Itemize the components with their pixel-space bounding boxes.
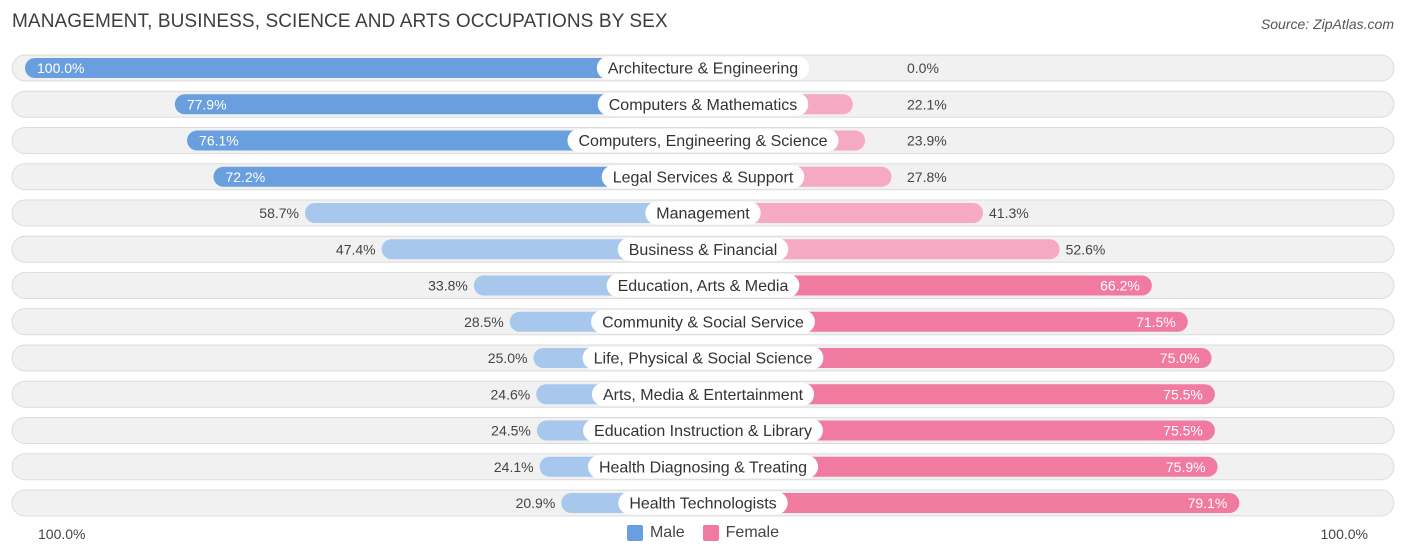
male-value-label: 33.8% [428, 278, 468, 294]
category-label-pill [617, 237, 789, 261]
male-value-label: 77.9% [187, 96, 227, 112]
male-bar [25, 58, 703, 78]
male-bar [174, 94, 703, 115]
female-value-label: 75.5% [1163, 386, 1203, 402]
male-value-label: 24.1% [494, 459, 534, 475]
category-label: Arts, Media & Entertainment [603, 387, 804, 404]
category-label: Education Instruction & Library [594, 423, 812, 440]
category-label-pill [596, 56, 810, 80]
female-bar [703, 456, 1218, 477]
female-bar [703, 203, 984, 223]
male-value-label: 20.9% [516, 495, 556, 511]
female-bar [703, 384, 1215, 405]
category-label: Business & Financial [629, 242, 778, 259]
female-bar [703, 493, 1240, 513]
female-value-label: 66.2% [1100, 278, 1140, 294]
source-label: Source: ZipAtlas.com [1260, 16, 1394, 32]
male-value-label: 28.5% [464, 314, 504, 330]
female-value-label: 0.0% [907, 60, 939, 76]
female-bar [703, 420, 1215, 441]
male-bar [213, 166, 703, 187]
male-value-label: 47.4% [336, 241, 376, 257]
male-value-label: 24.6% [491, 386, 531, 402]
category-label-pill [587, 455, 819, 479]
legend-swatch-male [626, 525, 643, 541]
female-bar [703, 348, 1212, 368]
category-label-pill [601, 165, 805, 189]
female-value-label: 75.9% [1166, 459, 1206, 475]
female-bar [703, 275, 1152, 296]
male-value-label: 100.0% [37, 60, 84, 76]
axis-left-label: 100.0% [38, 526, 86, 542]
legend-item-male: Male [626, 524, 685, 542]
category-label: Health Diagnosing & Treating [599, 459, 807, 476]
axis-right-label: 100.0% [1320, 526, 1368, 542]
male-value-label: 24.5% [491, 423, 531, 439]
female-value-label: 75.0% [1160, 350, 1200, 366]
category-label-pill [618, 491, 788, 515]
male-value-label: 58.7% [259, 205, 299, 221]
female-bar [703, 239, 1060, 260]
female-bar [703, 311, 1188, 332]
category-label-pill [583, 419, 823, 442]
category-label: Life, Physical & Social Science [594, 351, 813, 368]
category-label: Community & Social Service [602, 314, 804, 331]
female-value-label: 22.1% [907, 96, 947, 112]
male-value-label: 76.1% [199, 133, 239, 149]
category-label-pill [606, 274, 800, 297]
female-value-label: 27.8% [907, 169, 947, 185]
female-value-label: 79.1% [1188, 495, 1228, 511]
category-label: Health Technologists [629, 496, 776, 513]
category-label-pill [591, 310, 815, 334]
category-label-pill [645, 201, 761, 225]
category-label: Management [656, 206, 750, 223]
category-label-pill [567, 129, 839, 152]
chart-canvas: 100.0% 0.0% Architecture & Engineering 77.9… [11, 54, 1395, 517]
male-value-label: 25.0% [488, 350, 528, 366]
male-value-label: 72.2% [225, 169, 265, 185]
chart-title: MANAGEMENT, BUSINESS, SCIENCE AND ARTS O… [12, 11, 668, 32]
legend-label-female: Female [725, 524, 780, 541]
legend-swatch-female [702, 525, 719, 541]
category-label: Computers, Engineering & Science [578, 133, 827, 150]
category-label: Computers & Mathematics [609, 97, 798, 114]
legend-label-male: Male [649, 524, 685, 541]
legend: Male Female [0, 524, 1406, 542]
female-value-label: 23.9% [907, 133, 947, 149]
male-bar [305, 203, 703, 223]
category-label: Architecture & Engineering [608, 61, 798, 78]
female-value-label: 75.5% [1163, 423, 1203, 439]
category-label: Education, Arts & Media [618, 278, 789, 295]
female-value-label: 41.3% [989, 205, 1029, 221]
category-label-pill [597, 92, 809, 116]
legend-item-female: Female [702, 524, 780, 542]
category-label-pill [582, 346, 824, 370]
female-value-label: 71.5% [1136, 314, 1176, 330]
category-label-pill [591, 382, 815, 406]
female-value-label: 52.6% [1066, 241, 1106, 257]
category-label: Legal Services & Support [613, 169, 794, 186]
